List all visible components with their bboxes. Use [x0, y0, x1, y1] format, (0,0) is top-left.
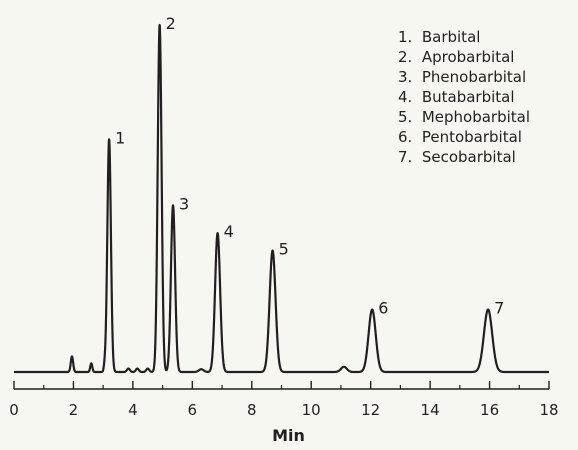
legend-item-3: 3. Phenobarbital	[398, 68, 526, 86]
x-tick-label-10: 10	[302, 401, 321, 419]
plot-area: 1 2 3 4 5 6 7	[13, 14, 550, 374]
x-tick-label-12: 12	[361, 401, 380, 419]
legend-item-1: 1. Barbital	[398, 28, 480, 46]
legend-item-6: 6. Pentobarbital	[398, 128, 522, 146]
chromatogram-trace	[13, 23, 550, 374]
peak-label-6: 6	[378, 299, 388, 318]
legend: 1. Barbital 2. Aprobarbital 3. Phenobarbit…	[398, 28, 530, 166]
legend-item-2: 2. Aprobarbital	[398, 48, 514, 66]
x-tick-label-0: 0	[9, 401, 19, 419]
legend-item-7: 7. Secobarbital	[398, 148, 516, 166]
peak-label-3: 3	[179, 194, 189, 213]
x-tick-label-2: 2	[69, 401, 79, 419]
x-tick-label-6: 6	[188, 401, 198, 419]
peak-label-4: 4	[224, 222, 234, 241]
x-tick-label-4: 4	[128, 401, 138, 419]
x-tick-label-18: 18	[539, 401, 558, 419]
x-axis-title: Min	[272, 426, 305, 445]
peak-label-2: 2	[166, 14, 176, 33]
peak-label-1: 1	[115, 129, 125, 148]
legend-item-4: 4. Butabarbital	[398, 88, 515, 106]
x-tick-label-14: 14	[421, 401, 440, 419]
x-tick-label-8: 8	[247, 401, 257, 419]
legend-item-5: 5. Mephobarbital	[398, 108, 530, 126]
peak-label-5: 5	[279, 240, 289, 259]
x-tick-label-16: 16	[480, 401, 499, 419]
peak-label-7: 7	[494, 299, 504, 318]
x-axis: 0 2 4 6 8 10 12 14 16 18	[9, 381, 559, 419]
